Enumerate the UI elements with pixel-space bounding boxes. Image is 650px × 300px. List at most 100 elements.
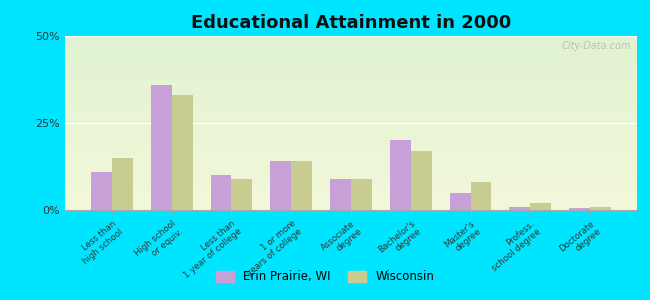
Bar <box>65 175 637 177</box>
Bar <box>65 182 637 184</box>
Bar <box>569 208 590 210</box>
Bar <box>65 161 637 163</box>
Bar <box>65 144 637 146</box>
Bar <box>65 66 637 67</box>
Bar <box>211 175 231 210</box>
Bar <box>65 205 637 206</box>
Bar <box>151 85 172 210</box>
Bar <box>65 147 637 149</box>
Bar <box>65 69 637 71</box>
Bar <box>65 208 637 210</box>
Bar <box>65 134 637 135</box>
Bar <box>65 48 637 50</box>
Bar <box>65 100 637 102</box>
Title: Educational Attainment in 2000: Educational Attainment in 2000 <box>191 14 511 32</box>
Bar <box>65 78 637 80</box>
Bar <box>112 158 133 210</box>
Bar <box>65 57 637 58</box>
Bar <box>91 172 112 210</box>
Bar <box>65 41 637 43</box>
Bar <box>65 163 637 165</box>
Bar <box>65 172 637 173</box>
Bar <box>65 160 637 161</box>
Bar <box>65 180 637 182</box>
Bar <box>65 191 637 193</box>
Bar <box>65 93 637 95</box>
Bar <box>65 121 637 123</box>
Bar <box>65 127 637 128</box>
Bar <box>291 161 312 210</box>
Bar <box>65 111 637 112</box>
Bar <box>65 194 637 196</box>
Bar <box>65 67 637 69</box>
Bar <box>65 55 637 57</box>
Bar <box>65 128 637 130</box>
Bar <box>65 104 637 106</box>
Bar <box>65 184 637 186</box>
Bar <box>65 139 637 140</box>
Bar <box>65 88 637 90</box>
Bar <box>65 60 637 62</box>
Bar <box>530 203 551 210</box>
Bar <box>65 97 637 99</box>
Bar <box>65 50 637 52</box>
Bar <box>65 106 637 107</box>
Bar <box>450 193 471 210</box>
Bar <box>65 132 637 134</box>
Bar <box>65 58 637 60</box>
Bar <box>65 173 637 175</box>
Bar <box>65 38 637 40</box>
Bar <box>390 140 411 210</box>
Bar <box>65 189 637 191</box>
Bar <box>65 123 637 125</box>
Text: City-Data.com: City-Data.com <box>562 41 631 51</box>
Bar <box>65 135 637 137</box>
Bar <box>65 165 637 167</box>
Bar <box>65 36 637 38</box>
Bar <box>65 118 637 119</box>
Bar <box>65 43 637 45</box>
Bar <box>65 140 637 142</box>
Bar <box>65 81 637 83</box>
Bar <box>351 179 372 210</box>
Bar <box>65 45 637 46</box>
Bar <box>65 114 637 116</box>
Bar <box>65 107 637 109</box>
Bar <box>65 201 637 203</box>
Bar <box>65 74 637 76</box>
Bar <box>65 158 637 160</box>
Bar <box>65 168 637 170</box>
Bar <box>65 188 637 189</box>
Bar <box>471 182 491 210</box>
Bar <box>65 177 637 179</box>
Bar <box>590 206 611 210</box>
Bar <box>65 154 637 156</box>
Bar <box>65 92 637 93</box>
Bar <box>65 125 637 127</box>
Bar <box>65 85 637 86</box>
Bar <box>65 83 637 85</box>
Bar <box>65 102 637 104</box>
Bar <box>65 156 637 158</box>
Bar <box>65 95 637 97</box>
Bar <box>65 198 637 200</box>
Bar <box>65 73 637 74</box>
Bar <box>65 186 637 188</box>
Bar <box>65 167 637 168</box>
Bar <box>231 179 252 210</box>
Bar <box>65 86 637 88</box>
Bar <box>65 146 637 147</box>
Bar <box>65 62 637 64</box>
Bar <box>65 119 637 121</box>
Bar <box>65 109 637 111</box>
Bar <box>65 151 637 153</box>
Bar <box>330 179 351 210</box>
Bar <box>65 179 637 180</box>
Bar <box>65 149 637 151</box>
Bar <box>65 137 637 139</box>
Bar <box>65 40 637 41</box>
Legend: Erin Prairie, WI, Wisconsin: Erin Prairie, WI, Wisconsin <box>211 266 439 288</box>
Bar <box>65 64 637 66</box>
Bar <box>411 151 432 210</box>
Bar <box>65 170 637 172</box>
